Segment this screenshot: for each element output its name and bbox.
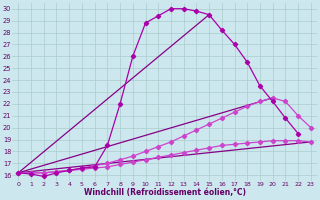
X-axis label: Windchill (Refroidissement éolien,°C): Windchill (Refroidissement éolien,°C) (84, 188, 245, 197)
